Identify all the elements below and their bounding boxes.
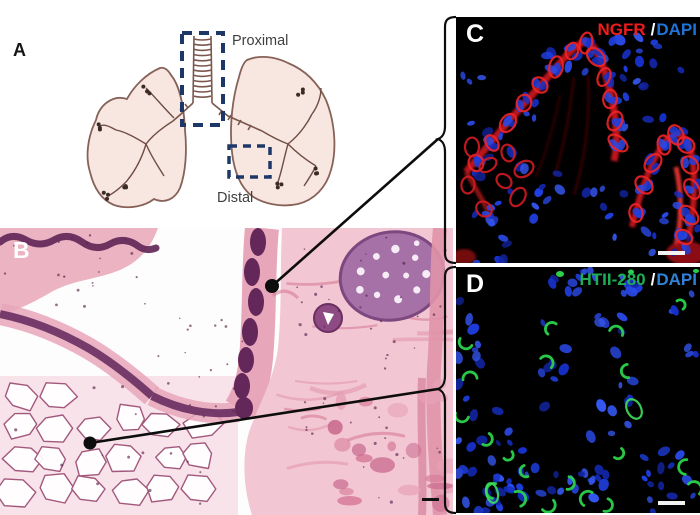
htii280-micrograph: [456, 267, 700, 513]
panel-d-marker-legend: HTII-280/DAPI: [580, 270, 698, 290]
scale-bar: [658, 251, 685, 255]
panel-c-marker-legend: NGFR/DAPI: [597, 20, 697, 40]
marker-separator: /: [650, 20, 656, 39]
scale-bar: [658, 501, 685, 505]
dapi-counterstain-text: DAPI: [656, 20, 697, 39]
proximal-annotation: Proximal: [232, 33, 289, 49]
panel-a-lung-diagram: A Proximal Distal: [0, 0, 446, 228]
scale-bar: [422, 498, 439, 501]
htii280-marker-text: HTII-280: [579, 270, 646, 289]
htii280-staining: [456, 269, 700, 513]
ngfr-micrograph: [456, 17, 700, 263]
vessel: [313, 303, 343, 333]
marker-separator: /: [650, 270, 656, 289]
distal-roi-box: [227, 144, 272, 179]
left-lung-shape: [86, 66, 187, 209]
trachea: [172, 35, 263, 132]
panel-d-label: D: [466, 270, 485, 298]
panel-c-ngfr-micrograph: C NGFR/DAPI: [456, 17, 700, 263]
panel-a-label: A: [13, 40, 26, 60]
panel-b-he-micrograph: B: [0, 228, 453, 515]
panel-d-htii280-micrograph: D HTII-280/DAPI: [456, 267, 700, 513]
dapi-counterstain-text: DAPI: [656, 270, 697, 289]
distal-annotation: Distal: [217, 190, 254, 206]
panel-b-label: B: [13, 237, 30, 263]
ngfr-marker-text: NGFR: [597, 20, 646, 39]
he-micrograph: [0, 228, 453, 515]
panel-c-label: C: [466, 20, 485, 48]
proximal-roi-box: [180, 31, 225, 127]
